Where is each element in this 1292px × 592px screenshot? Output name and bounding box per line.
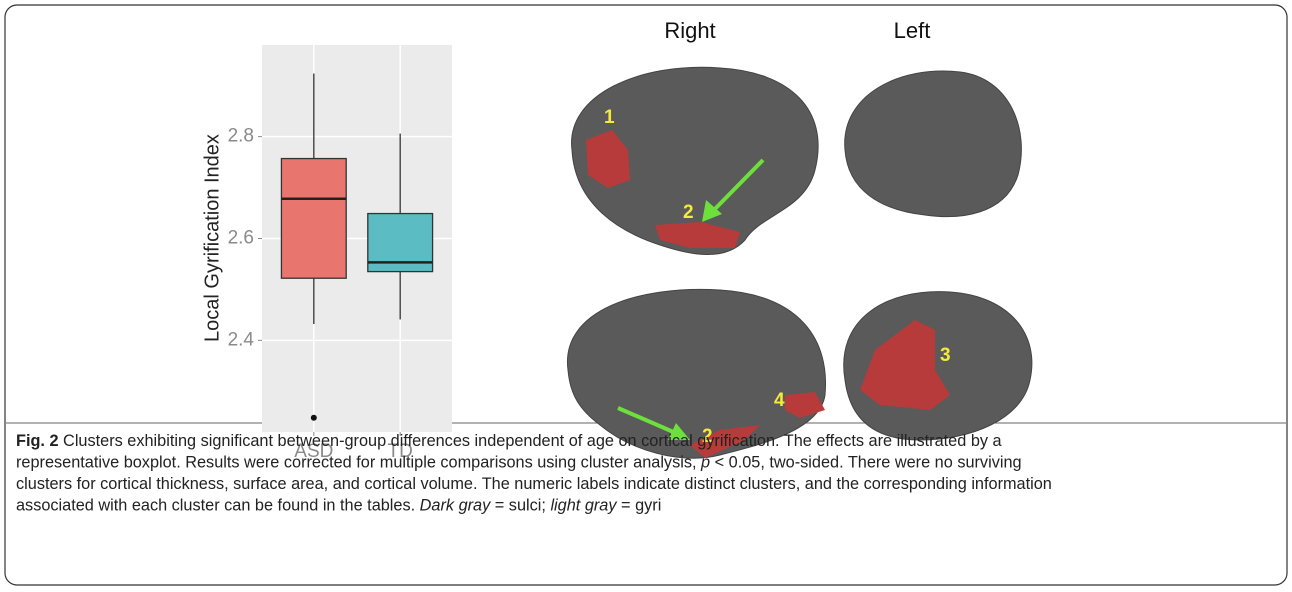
cluster-label: 2 xyxy=(683,202,694,223)
cluster-label: 3 xyxy=(940,345,951,366)
brains xyxy=(567,67,1031,458)
caption-line: Fig. 2 Clusters exhibiting significant b… xyxy=(16,432,1003,450)
header: Left xyxy=(894,18,931,43)
caption-text: Fig. 2 xyxy=(16,432,59,450)
caption-text: = gyri xyxy=(617,497,662,515)
y-axis-label: Local Gyrification Index xyxy=(201,134,223,342)
cluster-label: 4 xyxy=(774,390,785,411)
y-tick-label: 2.4 xyxy=(228,329,255,350)
brain xyxy=(845,71,1022,217)
cluster-label: 1 xyxy=(604,107,615,128)
caption-text: p xyxy=(700,454,710,472)
header: Right xyxy=(664,18,715,43)
figure: Right Left 1 2 2 4 3 Local Gyrification … xyxy=(0,0,1292,592)
outlier xyxy=(311,415,317,421)
y-tick-label: 2.6 xyxy=(228,228,254,249)
caption-text: Clusters exhibiting significant between-… xyxy=(59,432,1003,450)
caption-text: representative boxplot. Results were cor… xyxy=(16,454,701,472)
y-tick-label: 2.8 xyxy=(228,126,254,147)
caption-line: clusters for cortical thickness, surface… xyxy=(16,475,1052,493)
caption-text: < 0.05, two-sided. There were no survivi… xyxy=(710,454,1021,472)
caption-line: associated with each cluster can be foun… xyxy=(16,497,661,515)
caption-text: clusters for cortical thickness, surface… xyxy=(16,475,1052,493)
caption-text: Dark gray xyxy=(420,497,491,515)
caption-line: representative boxplot. Results were cor… xyxy=(16,454,1022,472)
caption-text: light gray xyxy=(550,497,617,515)
box xyxy=(281,159,346,279)
caption-text: associated with each cluster can be foun… xyxy=(16,497,420,515)
caption-text: = sulci; xyxy=(490,497,550,515)
